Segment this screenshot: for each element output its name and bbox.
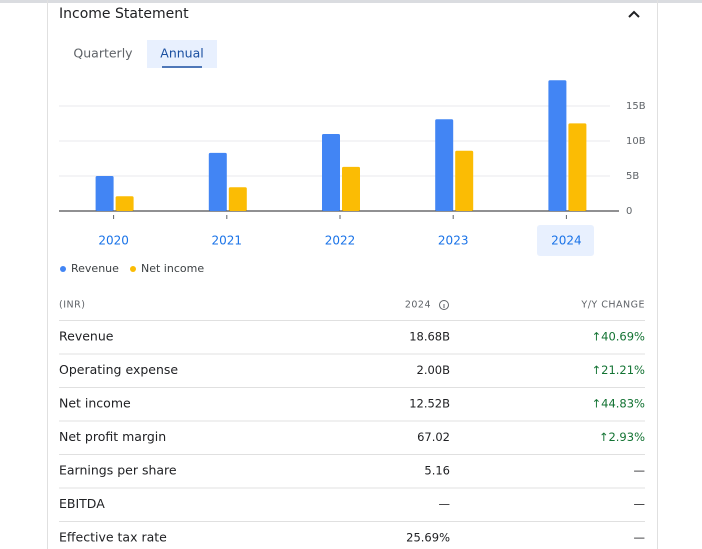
table-header: 2024 xyxy=(405,300,431,311)
row-value: ↑40.69% xyxy=(592,330,646,344)
bar xyxy=(208,152,227,211)
y-tick-label: 15B xyxy=(626,101,646,112)
collapse-button[interactable] xyxy=(628,10,640,18)
tab[interactable]: Quarterly xyxy=(73,46,133,61)
x-tick-label: 2023 xyxy=(438,234,469,248)
row-value: 12.52B xyxy=(409,397,450,411)
y-tick-label: 10B xyxy=(626,136,646,147)
row-value: 2.00B xyxy=(417,363,451,377)
bar xyxy=(548,80,567,212)
row-value: — xyxy=(634,497,646,511)
x-tick-label: 2021 xyxy=(212,234,243,248)
x-tick-label: 2022 xyxy=(325,234,356,248)
row-value: 25.69% xyxy=(406,531,450,545)
bar xyxy=(435,119,454,211)
row-label: Net profit margin xyxy=(59,429,166,444)
row-label: Effective tax rate xyxy=(59,530,167,545)
row-value: 18.68B xyxy=(409,330,450,344)
table-header: Y/Y CHANGE xyxy=(580,300,645,311)
row-value: — xyxy=(634,464,646,478)
row-label: Earnings per share xyxy=(59,463,177,478)
tab-selected-bg[interactable] xyxy=(147,40,217,68)
x-tick-label: 2024 xyxy=(551,234,582,248)
y-tick-label: 5B xyxy=(626,171,639,182)
tab-selected[interactable]: Annual xyxy=(160,46,203,61)
row-label: EBITDA xyxy=(59,496,105,511)
row-label: Operating expense xyxy=(59,362,178,377)
row-label: Net income xyxy=(59,396,131,411)
info-icon[interactable] xyxy=(439,300,449,310)
legend-dot xyxy=(60,266,66,272)
bar xyxy=(115,196,134,211)
bar xyxy=(342,166,360,211)
row-value: ↑44.83% xyxy=(592,397,646,411)
legend-label: Revenue xyxy=(71,262,119,275)
row-value: 5.16 xyxy=(424,464,450,478)
row-value: ↑2.93% xyxy=(599,430,645,444)
x-tick-label: 2020 xyxy=(98,234,129,248)
table-header: (INR) xyxy=(59,300,85,311)
y-tick-label: 0 xyxy=(626,206,632,217)
row-label: Revenue xyxy=(59,329,114,344)
bar xyxy=(228,187,247,211)
year-selected-bg xyxy=(537,225,594,256)
row-value: 67.02 xyxy=(417,430,450,444)
row-value: — xyxy=(634,531,646,545)
bar xyxy=(568,123,587,211)
bar xyxy=(95,176,114,211)
card-title: Income Statement xyxy=(59,6,189,22)
bar xyxy=(455,150,474,211)
bar xyxy=(322,134,340,211)
legend-dot xyxy=(130,266,136,272)
row-value: ↑21.21% xyxy=(592,363,646,377)
top-shadow xyxy=(0,0,702,3)
legend-label: Net income xyxy=(141,262,204,275)
row-value: — xyxy=(439,497,451,511)
